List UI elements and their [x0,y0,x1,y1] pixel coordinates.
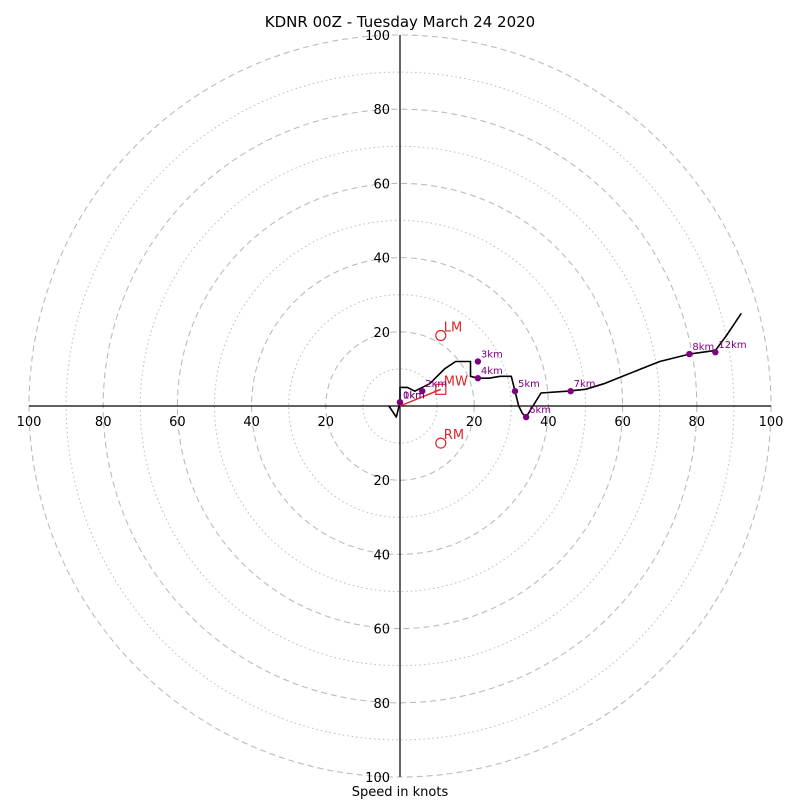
tick-label-x-neg: 20 [318,415,335,430]
hodograph-line [388,312,742,418]
mean-wind-vector [399,388,442,407]
tick-label-y-pos: 80 [373,103,390,118]
x-axis-label: Speed in knots [352,785,449,800]
tick-label-x-pos: 60 [614,415,631,430]
tick-label-y-neg: 100 [365,771,390,786]
height-point-8km [686,350,693,358]
tick-labels: 20 20 20 20 40 40 40 40 60 60 60 60 80 80 80 80 100 100 10… [17,29,784,786]
storm-motion-markers: LM RM MW [399,321,468,449]
tick-label-y-pos: 20 [373,326,390,341]
height-point-4km [474,374,482,382]
height-point-1km [396,399,404,406]
tick-label-x-pos: 20 [466,415,483,430]
height-label-2km: 2km [425,379,447,390]
height-label-0km: 0km [403,390,425,401]
tick-label-y-pos: 100 [365,29,390,44]
mw-marker [435,383,447,395]
height-label-12km: 12km [718,340,746,351]
height-label-8km: 8km [692,342,714,353]
height-label-4km: 4km [481,366,503,377]
lm-label: LM [444,321,462,336]
rm-marker [435,437,447,449]
height-point-2km [419,387,426,395]
rm-label: RM [444,428,464,443]
mw-label: MW [444,374,468,389]
height-point-6km [522,413,530,421]
chart-title: KDNR 00Z - Tuesday March 24 2020 [265,13,535,31]
tick-label-y-neg: 20 [373,474,390,489]
height-label-1km: 1km [403,390,425,401]
hodograph-trace [388,312,742,418]
height-label-3km: 3km [481,349,503,360]
height-point-5km [511,387,519,395]
height-label-5km: 5km [518,379,540,390]
height-label-7km: 7km [574,379,596,390]
height-point-3km [474,358,482,365]
tick-label-x-neg: 100 [17,415,42,430]
height-point-12km [712,349,719,356]
tick-label-y-neg: 40 [373,548,390,563]
tick-label-x-neg: 60 [169,415,186,430]
tick-label-y-pos: 60 [373,177,390,192]
tick-label-y-neg: 60 [373,623,390,638]
height-label-6km: 6km [529,405,551,416]
height-point-7km [567,387,574,395]
tick-label-x-pos: 100 [759,415,784,430]
lm-marker [435,329,447,342]
tick-label-y-pos: 40 [373,252,390,267]
tick-label-x-pos: 80 [689,415,706,430]
tick-label-x-neg: 40 [243,415,260,430]
tick-label-x-pos: 40 [540,415,557,430]
tick-label-x-neg: 80 [95,415,112,430]
tick-label-y-neg: 80 [373,697,390,712]
